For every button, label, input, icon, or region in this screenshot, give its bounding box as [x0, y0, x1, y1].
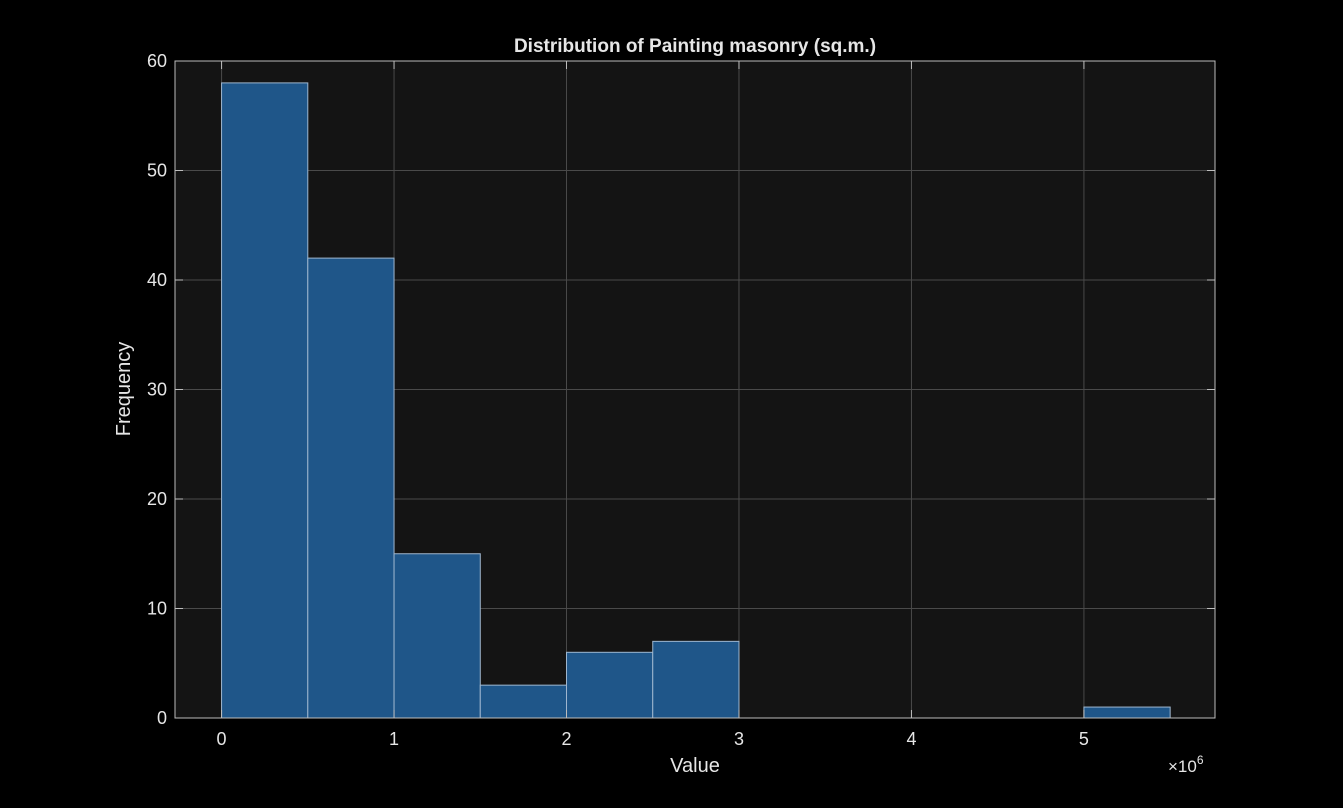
histogram-bar [566, 651, 654, 719]
histogram-bar [652, 640, 740, 719]
x-tick-label: 5 [1079, 729, 1089, 749]
histogram-bar [393, 553, 481, 719]
y-axis-label: Frequency [113, 342, 135, 437]
x-tick-label: 4 [906, 729, 916, 749]
y-tick-label: 10 [147, 599, 167, 619]
histogram-bar [307, 257, 395, 719]
y-tick-label: 20 [147, 489, 167, 509]
y-tick-label: 0 [157, 708, 167, 728]
y-tick-label: 50 [147, 161, 167, 181]
x-tick-label: 2 [562, 729, 572, 749]
x-axis-label: Value [670, 755, 720, 777]
x-tick-label: 0 [217, 729, 227, 749]
x-axis-multiplier: ×106 [1168, 753, 1204, 776]
y-tick-label: 40 [147, 270, 167, 290]
histogram-bar [1083, 706, 1171, 719]
y-tick-label: 60 [147, 51, 167, 71]
histogram-bar [479, 684, 568, 719]
x-tick-label: 1 [389, 729, 399, 749]
x-axis-multiplier-exponent: 6 [1197, 753, 1204, 767]
histogram-bars [221, 82, 1171, 719]
chart-title: Distribution of Painting masonry (sq.m.) [514, 36, 876, 57]
x-axis-multiplier-base: ×10 [1168, 757, 1197, 776]
y-tick-label: 30 [147, 380, 167, 400]
histogram-bar [221, 82, 309, 719]
x-tick-label: 3 [734, 729, 744, 749]
